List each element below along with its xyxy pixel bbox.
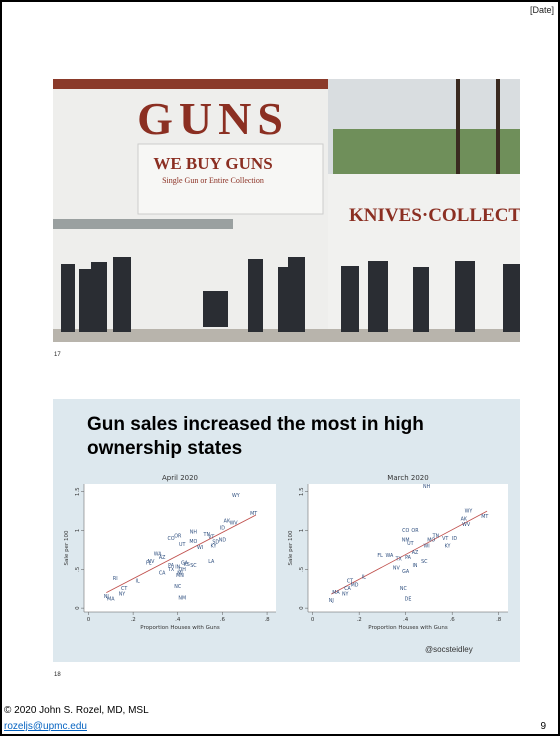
point-label: SC [190,563,197,569]
x-tick-label: .8 [264,617,270,623]
point-label: OR [174,533,182,539]
y-axis-label: Sale per 100 [288,530,294,565]
x-tick-label: .8 [496,617,502,623]
sign-buy: WE BUY GUNS [153,154,272,173]
sign-guns: GUNS [137,93,289,144]
point-label: IN [412,563,417,569]
sign-knives: KNIVES·COLLECTIBL [349,205,520,226]
y-tick-label: 1.5 [75,487,81,496]
slide-title: Gun sales increased the most in high own… [87,413,487,461]
y-tick-label: .5 [299,566,305,572]
chart: April 2020 0 .2 .4 .6 .8 0 .5 1 1.5 Proportion Hou… [62,472,284,642]
point-label: WV [462,522,471,528]
point-label: NY [119,592,126,598]
x-tick-label: .2 [130,617,135,623]
date: [Date] [530,5,554,15]
page-number: 9 [540,721,546,732]
point-label: MA [107,596,115,602]
slide-number: 17 [54,352,61,358]
windows [53,219,233,229]
point-label: NM [178,596,186,602]
x-axis-label: Proportion Houses with Guns [140,625,220,631]
chart-title: March 2020 [387,474,428,482]
y-axis-label: Sale per 100 [64,530,70,565]
point-label: PA [405,555,412,561]
photo: GUNS WE BUY GUNS Single Gun or Entire Co… [53,79,520,342]
y-tick-label: .5 [75,566,81,572]
x-tick-label: .4 [403,617,409,623]
point-label: UT [407,541,414,547]
y-tick-label: 0 [75,606,81,610]
copyright: © 2020 John S. Rozel, MD, MSL [4,705,149,716]
point-label: TX [167,567,175,573]
point-label: NC [400,586,408,592]
x-axis-label: Proportion Houses with Guns [368,625,448,631]
point-label: UT [179,542,186,548]
point-label: OR [411,528,419,534]
point-label: VT [442,536,448,542]
x-tick-label: 0 [87,617,91,623]
point-label: MT [250,511,257,517]
point-label: ND [219,537,227,543]
y-tick-label: 1.5 [299,487,305,496]
point-label: NH [423,484,431,490]
x-tick-label: .6 [450,617,456,623]
point-label: IL [362,575,366,581]
point-label: WV [230,520,239,526]
point-label: MN [176,573,184,579]
y-tick-label: 0 [299,606,305,610]
point-label: CA [344,586,351,592]
y-tick-label: 1 [299,529,305,533]
point-label: WA [386,553,394,559]
point-label: NY [342,592,349,598]
chart: March 2020 0 .2 .4 .6 .8 0 .5 1 1.5 Proportion Hou… [286,472,516,642]
slide-number: 18 [54,672,61,678]
point-label: IL [136,578,140,584]
point-label: CO [402,528,409,534]
x-tick-label: .6 [220,617,226,623]
point-label: KY [445,544,451,550]
point-label: FL [146,561,152,567]
point-label: AK [461,516,468,522]
point-label: WY [232,493,240,499]
point-label: ID [452,536,457,542]
point-label: CA [159,571,166,577]
credit: @socsteidley [425,645,473,654]
point-label: SC [421,559,428,565]
y-tick-label: 1 [75,529,81,533]
roof-trim [53,79,328,89]
point-label: NH [190,530,198,536]
chart-title: April 2020 [162,474,198,482]
point-label: RI [113,576,118,582]
point-label: MT [481,514,488,520]
point-label: NJ [329,598,334,604]
x-tick-label: .4 [175,617,181,623]
point-label: WY [465,509,473,515]
point-label: MO [427,537,435,543]
x-tick-label: 0 [311,617,315,623]
point-label: KY [211,544,217,550]
point-label: MO [189,539,197,545]
point-label: CO [167,536,174,542]
point-label: FL [377,553,383,559]
point-label: VT [208,534,214,540]
point-label: DE [405,596,412,602]
point-label: LA [208,559,215,565]
point-label: ID [220,526,225,532]
point-label: TX [395,557,403,563]
point-label: AZ [159,555,166,561]
point-label: NV [393,565,401,571]
point-label: NC [174,584,182,590]
point-label: CT [121,586,127,592]
sign-sub: Single Gun or Entire Collection [162,176,264,185]
email-link[interactable]: rozeljs@upmc.edu [4,721,87,732]
x-tick-label: .2 [357,617,362,623]
point-label: GA [402,569,410,575]
page: [Date] GUNS WE BUY GUNS Single Gun or En… [0,0,560,736]
point-label: AZ [412,550,419,556]
point-label: WI [197,545,203,551]
point-label: MD [351,582,359,588]
point-label: MA [332,590,340,596]
point-label: WI [424,544,430,550]
